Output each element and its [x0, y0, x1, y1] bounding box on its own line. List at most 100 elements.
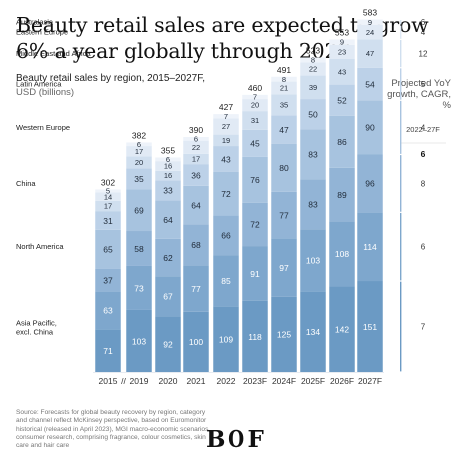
bar-segment-australasia-2023f — [242, 94, 268, 100]
cagr-value-middle-east-and-africa: 12 — [419, 50, 428, 59]
bar-segment-eastern-europe-2015 — [95, 192, 121, 201]
bar-segment-western-europe-2023f — [242, 156, 268, 203]
value-label-middle-east-and-africa-2015: 17 — [104, 202, 112, 211]
bar-segment-australasia-2015 — [95, 189, 121, 193]
value-label-middle-east-and-africa-2021: 17 — [192, 155, 200, 164]
bar-segment-north-america-2015 — [95, 291, 121, 330]
bar-segment-china-2021 — [183, 224, 209, 266]
bar-segment-middle-east-and-africa-2019 — [126, 156, 152, 169]
value-label-latin-america-2026f: 52 — [337, 96, 347, 106]
value-label-australasia-2024f: 8 — [282, 75, 286, 84]
value-label-latin-america-2019: 35 — [134, 174, 144, 184]
value-label-north-america-2023f: 91 — [250, 269, 260, 279]
bar-segment-australasia-2027f — [357, 19, 383, 25]
x-tick-2022: 2022 — [217, 376, 236, 386]
value-label-asia-pacific-excl-china-2015: 71 — [103, 346, 113, 356]
value-label-western-europe-2019: 69 — [134, 206, 144, 216]
bar-segment-china-2015 — [95, 268, 121, 292]
bar-segment-asia-pacific-excl-china-2015 — [95, 329, 121, 372]
bar-segment-middle-east-and-africa-2023f — [242, 111, 268, 130]
bar-segment-australasia-2020 — [155, 157, 181, 162]
value-label-eastern-europe-2026f: 23 — [338, 47, 346, 56]
bar-segment-china-2027f — [357, 154, 383, 213]
bar-segment-china-2020 — [155, 238, 181, 277]
value-label-asia-pacific-excl-china-2027f: 151 — [363, 322, 377, 332]
value-label-latin-america-2015: 31 — [103, 216, 113, 226]
value-label-latin-america-2027f: 54 — [365, 79, 375, 89]
value-label-middle-east-and-africa-2027f: 47 — [366, 49, 374, 58]
bar-segment-middle-east-and-africa-2020 — [155, 170, 181, 181]
cagr-value-north-america: 6 — [421, 243, 426, 252]
value-label-asia-pacific-excl-china-2022: 109 — [219, 334, 233, 344]
value-label-eastern-europe-2021: 22 — [192, 143, 200, 152]
bar-segment-middle-east-and-africa-2015 — [95, 200, 121, 212]
bar-segment-western-europe-2026f — [329, 115, 355, 168]
source-note: Source: Forecasts for global beauty reco… — [16, 409, 211, 450]
bar-segment-north-america-2019 — [126, 265, 152, 310]
value-label-eastern-europe-2019: 17 — [135, 147, 143, 156]
x-tick-2020: 2020 — [159, 376, 178, 386]
cagr-value-asia-pacific-excl-china: 7 — [421, 323, 426, 332]
bar-segment-middle-east-and-africa-2021 — [183, 153, 209, 165]
bar-segment-western-europe-2019 — [126, 189, 152, 232]
total-label-2015: 302 — [101, 177, 115, 187]
total-label-2021: 390 — [189, 125, 203, 135]
bof-logo: BOF — [206, 426, 265, 453]
value-label-western-europe-2015: 65 — [103, 245, 113, 255]
value-label-north-america-2015: 63 — [103, 306, 113, 316]
value-label-china-2015: 37 — [103, 275, 113, 285]
value-label-north-america-2024f: 97 — [279, 263, 289, 273]
value-label-middle-east-and-africa-2019: 20 — [135, 158, 143, 167]
value-label-asia-pacific-excl-china-2025f: 134 — [306, 327, 320, 337]
cagr-value-eastern-europe: 4 — [421, 28, 426, 37]
bar-segment-china-2024f — [271, 191, 297, 239]
value-label-eastern-europe-2020: 16 — [164, 162, 172, 171]
value-label-china-2025f: 83 — [308, 200, 318, 210]
cagr-marker-australasia — [400, 20, 402, 25]
value-label-australasia-2025f: 8 — [311, 56, 315, 65]
series-label-china: China — [16, 179, 36, 188]
x-tick-2026f: 2026F — [330, 376, 354, 386]
value-label-western-europe-2022: 72 — [221, 189, 231, 199]
bar-segment-eastern-europe-2027f — [357, 24, 383, 40]
value-label-western-europe-2023f: 76 — [250, 175, 260, 185]
value-label-western-europe-2027f: 90 — [365, 123, 375, 133]
cagr-value-latin-america: 5 — [421, 80, 426, 89]
value-label-latin-america-2021: 36 — [191, 170, 201, 180]
bar-segment-asia-pacific-excl-china-2021 — [183, 311, 209, 372]
value-label-latin-america-2022: 43 — [221, 154, 231, 164]
value-label-north-america-2025f: 103 — [306, 256, 320, 266]
bar-segment-australasia-2024f — [271, 76, 297, 82]
total-label-2022: 427 — [219, 102, 233, 112]
value-label-china-2026f: 89 — [337, 190, 347, 200]
value-label-north-america-2020: 67 — [163, 292, 173, 302]
bar-segment-australasia-2021 — [183, 137, 209, 141]
value-label-eastern-europe-2025f: 22 — [309, 65, 317, 74]
series-label-asia-pacific-excl-china-line2: excl. China — [16, 328, 54, 337]
value-label-china-2027f: 96 — [365, 179, 375, 189]
value-label-asia-pacific-excl-china-2019: 103 — [132, 336, 146, 346]
cagr-marker-western-europe — [400, 100, 402, 154]
value-label-china-2024f: 77 — [279, 210, 289, 220]
series-label-middle-east-and-africa: Middle East and Africa — [16, 49, 91, 58]
value-label-eastern-europe-2027f: 24 — [366, 28, 374, 37]
bar-segment-asia-pacific-excl-china-2023f — [242, 300, 268, 372]
cagr-total-value: 6 — [421, 149, 426, 159]
bar-segment-asia-pacific-excl-china-2025f — [300, 291, 326, 372]
bar-segment-china-2023f — [242, 202, 268, 247]
series-label-western-europe: Western Europe — [16, 123, 70, 132]
series-label-north-america: North America — [16, 242, 64, 251]
value-label-western-europe-2020: 64 — [163, 215, 173, 225]
bar-segment-north-america-2025f — [300, 229, 326, 292]
bar-segment-china-2026f — [329, 167, 355, 222]
value-label-middle-east-and-africa-2026f: 43 — [338, 67, 346, 76]
bar-segment-asia-pacific-excl-china-2027f — [357, 281, 383, 372]
value-label-middle-east-and-africa-2020: 16 — [164, 171, 172, 180]
value-label-australasia-2015: 5 — [106, 187, 110, 196]
value-label-latin-america-2024f: 47 — [279, 125, 289, 135]
bar-segment-asia-pacific-excl-china-2024f — [271, 296, 297, 372]
value-label-middle-east-and-africa-2023f: 31 — [251, 116, 259, 125]
cagr-marker-north-america — [400, 212, 402, 281]
total-label-2019: 382 — [132, 130, 146, 140]
